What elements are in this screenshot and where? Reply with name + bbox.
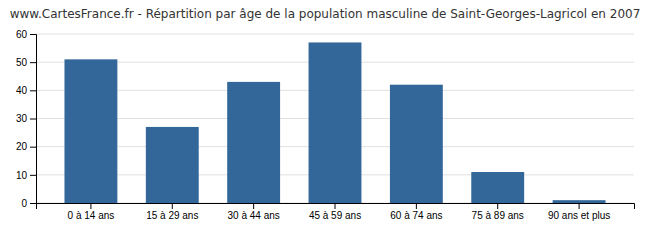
tick: 15 à 29 ans: [146, 203, 198, 221]
tick: 90 ans et plus: [548, 203, 610, 221]
chart: www.CartesFrance.fr - Répartition par âg…: [0, 0, 650, 229]
tick-mark: [497, 203, 498, 209]
marks: [64, 42, 605, 203]
bar: [64, 59, 117, 203]
tick-label: 75 à 89 ans: [472, 210, 524, 221]
bar: [309, 42, 362, 203]
tick-mark: [253, 203, 254, 209]
tick-label: 0: [21, 198, 27, 209]
tick-mark: [579, 203, 580, 209]
tick: 60: [16, 29, 36, 40]
bar: [553, 200, 606, 203]
title: www.CartesFrance.fr - Répartition par âg…: [10, 7, 641, 21]
tick: 75 à 89 ans: [472, 203, 524, 221]
tick: 0: [21, 198, 36, 209]
x-axis: 0 à 14 ans 15 à 29 ans 30 à 44 ans 45 à 59 …: [37, 203, 635, 221]
tick-mark: [30, 62, 36, 63]
tick-mark: [30, 119, 36, 120]
tick-mark: [30, 34, 36, 35]
tick: 10: [16, 170, 36, 181]
bar: [390, 85, 443, 203]
tick-label: 90 ans et plus: [548, 210, 610, 221]
bar: [146, 127, 199, 203]
tick-label: 60 à 74 ans: [390, 210, 442, 221]
tick-label: 0 à 14 ans: [68, 210, 115, 221]
tick-label: 40: [16, 85, 28, 96]
tick-label: 20: [16, 141, 28, 152]
tick: 40: [16, 85, 36, 96]
tick: 20: [16, 141, 36, 152]
tick-label: 30: [16, 113, 28, 124]
bar: [471, 172, 524, 203]
bar: [227, 82, 280, 203]
tick: 60 à 74 ans: [390, 203, 442, 221]
tick: 0 à 14 ans: [68, 203, 115, 221]
grid-line: [36, 34, 634, 35]
tick-mark: [416, 203, 417, 209]
tick-mark: [172, 203, 173, 209]
plot: 0 10 20 30 40 50 60 0 à 14 ans 15 à 29 ans 30 à 4…: [16, 29, 635, 221]
y-axis: 0 10 20 30 40 50 60: [16, 29, 37, 209]
tick-mark: [30, 90, 36, 91]
grid: [36, 34, 634, 203]
tick-label: 10: [16, 170, 28, 181]
axis-line: [37, 204, 635, 210]
tick-mark: [90, 203, 91, 209]
tick-mark: [30, 175, 36, 176]
tick: 30 à 44 ans: [228, 203, 280, 221]
tick-label: 15 à 29 ans: [146, 210, 198, 221]
tick-label: 30 à 44 ans: [228, 210, 280, 221]
tick-mark: [30, 203, 36, 204]
axis-line: [30, 35, 37, 204]
tick-label: 45 à 59 ans: [309, 210, 361, 221]
tick-mark: [335, 203, 336, 209]
tick: 50: [16, 57, 36, 68]
tick-mark: [30, 147, 36, 148]
tick-label: 50: [16, 57, 28, 68]
tick: 45 à 59 ans: [309, 203, 361, 221]
tick: 30: [16, 113, 36, 124]
tick-label: 60: [16, 29, 28, 40]
